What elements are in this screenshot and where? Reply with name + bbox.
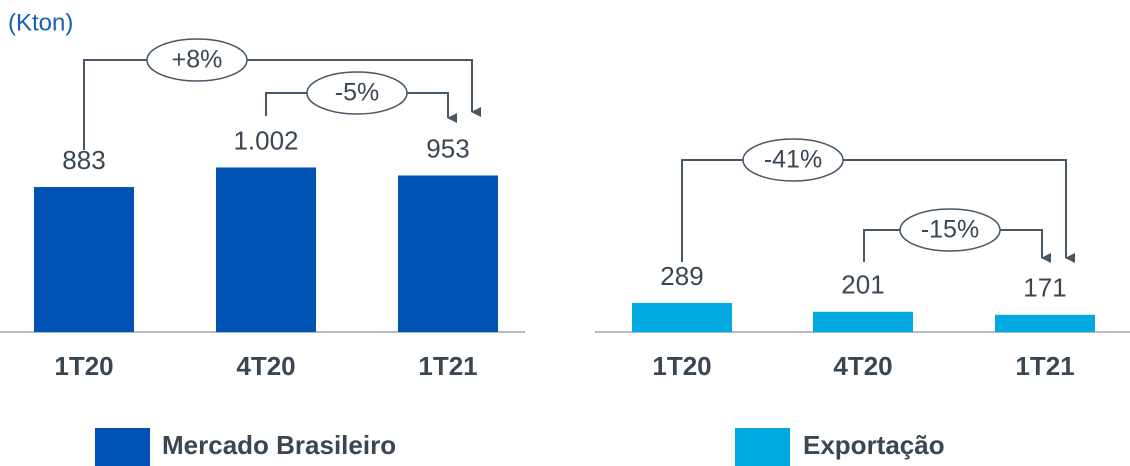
value-label: 1.002 [233, 125, 298, 155]
legend-label: Exportação [803, 430, 945, 460]
x-tick-label: 1T21 [1015, 351, 1074, 381]
annotation: -5% [335, 79, 379, 107]
bar [995, 314, 1095, 332]
value-label: 953 [426, 133, 469, 163]
x-tick-label: 4T20 [833, 351, 892, 381]
x-tick-label: 1T21 [418, 351, 477, 381]
value-label: 171 [1023, 273, 1066, 303]
annotation: -15% [921, 216, 979, 244]
annotation-bubble [899, 208, 1001, 252]
x-tick-label: 4T20 [236, 351, 295, 381]
x-tick-label: 1T20 [54, 351, 113, 381]
legend-swatch [95, 428, 150, 466]
bracket-arrow [681, 159, 1075, 263]
value-label: 201 [841, 270, 884, 300]
annotation-bubble [146, 38, 248, 82]
legend-swatch [735, 428, 790, 466]
annotation: +8% [172, 46, 223, 74]
legend-label: Mercado Brasileiro [162, 430, 396, 460]
annotation-bubble [306, 71, 408, 115]
x-tick-label: 1T20 [652, 351, 711, 381]
bracket-arrow [83, 59, 481, 150]
bar [632, 302, 732, 332]
unit-label: (Kton) [8, 9, 73, 36]
bar [34, 187, 134, 332]
value-label: 289 [660, 261, 703, 291]
annotation: -41% [764, 146, 822, 174]
bar [813, 311, 913, 332]
annotation-bubble [742, 138, 844, 182]
bar [216, 167, 316, 332]
bar [398, 175, 498, 332]
